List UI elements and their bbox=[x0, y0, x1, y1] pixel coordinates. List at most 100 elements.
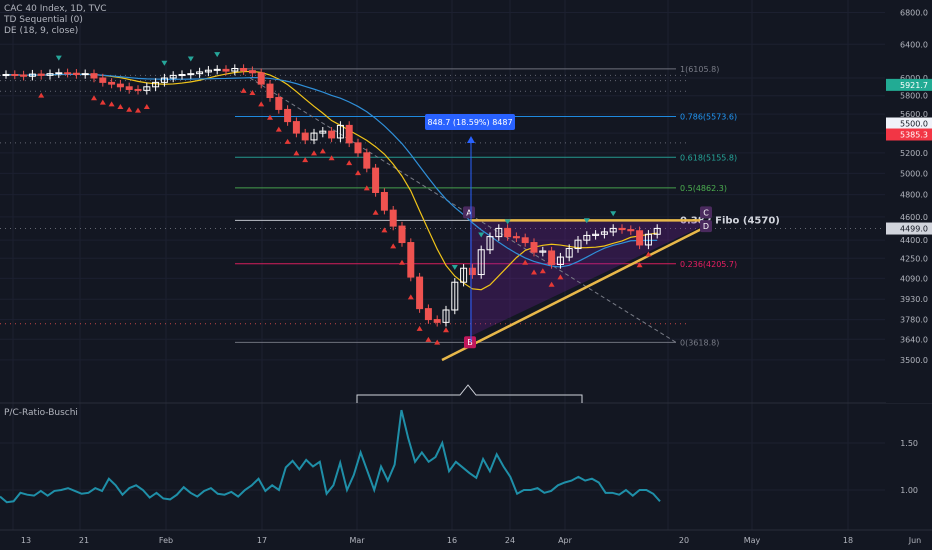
candle bbox=[187, 69, 195, 79]
candle bbox=[169, 71, 177, 83]
candle-body bbox=[134, 88, 142, 91]
candle bbox=[336, 121, 344, 143]
pc-axis-tick: 1.00 bbox=[900, 486, 918, 495]
candle-body bbox=[28, 73, 36, 77]
pc-pane: 1.50 1.00 bbox=[0, 409, 918, 504]
candle-body bbox=[539, 250, 547, 253]
candle-body bbox=[583, 234, 591, 241]
candle bbox=[627, 225, 635, 235]
legend-study-de[interactable]: DE (18, 9, close) bbox=[4, 26, 79, 36]
fib-label: 0.236(4205.7) bbox=[680, 260, 737, 269]
candle bbox=[583, 231, 591, 245]
time-axis-tick: Jun bbox=[908, 536, 922, 545]
candle-body bbox=[548, 250, 556, 265]
candle-body bbox=[55, 72, 63, 75]
legend-symbol[interactable]: CAC 40 Index, 1D, TVC bbox=[4, 4, 107, 14]
candle bbox=[64, 68, 72, 78]
td-buy-arrow bbox=[249, 90, 256, 96]
candle bbox=[20, 70, 28, 81]
td-buy-arrow bbox=[328, 155, 335, 161]
candle bbox=[433, 315, 441, 327]
td-buy-arrow bbox=[108, 101, 115, 107]
td-buy-arrow bbox=[267, 114, 273, 120]
td-buy-arrow bbox=[390, 243, 397, 249]
td-buy-arrow bbox=[434, 339, 441, 345]
price-label-box bbox=[886, 117, 932, 130]
price-axis-bg bbox=[886, 0, 932, 403]
candle bbox=[37, 69, 45, 80]
td-buy-arrow bbox=[126, 106, 133, 112]
candle-body bbox=[653, 227, 661, 235]
candle bbox=[548, 246, 556, 269]
candle bbox=[460, 264, 468, 287]
candle-body bbox=[477, 249, 485, 276]
td-buy-arrow bbox=[240, 87, 247, 93]
time-axis-tick: Apr bbox=[558, 536, 573, 545]
time-axis-tick: 13 bbox=[21, 536, 31, 545]
td-sell-arrow bbox=[610, 211, 617, 217]
pane2-title[interactable]: P/C-Ratio-Buschi bbox=[4, 408, 78, 418]
candle bbox=[398, 221, 406, 247]
candle bbox=[319, 126, 327, 138]
td-buy-arrow bbox=[557, 274, 564, 280]
fib-levels: 1(6105.8) 0.786(5573.6) 0.618(5155.8) 0.5(4… bbox=[235, 65, 780, 347]
measure-label: 848.7 (18.59%) 8487 bbox=[427, 118, 512, 127]
candle-body bbox=[460, 267, 468, 283]
candle-body bbox=[143, 86, 151, 91]
price-axis-tick: 6400.0 bbox=[900, 40, 928, 49]
candle-body bbox=[2, 74, 10, 77]
candle-body bbox=[178, 74, 186, 77]
candle-body bbox=[354, 142, 362, 154]
candle bbox=[592, 230, 600, 240]
rising-support-line bbox=[441, 226, 706, 362]
pattern-point-marker bbox=[700, 206, 712, 219]
time-axis-tick: Mar bbox=[349, 536, 365, 545]
pattern-point-label: B bbox=[467, 338, 473, 347]
candle bbox=[574, 236, 582, 253]
candle bbox=[530, 238, 538, 257]
candle-body bbox=[442, 309, 450, 323]
td-buy-arrow bbox=[355, 170, 361, 176]
candle bbox=[416, 272, 424, 313]
candle-body bbox=[266, 83, 274, 99]
candle bbox=[222, 65, 230, 76]
td-buy-arrow bbox=[135, 107, 141, 113]
td-sell-arrow bbox=[187, 56, 194, 62]
ma-fast-line bbox=[5, 70, 658, 291]
time-axis-tick: May bbox=[744, 536, 761, 545]
td-buy-arrow bbox=[293, 150, 300, 156]
pattern-point-marker bbox=[463, 206, 475, 219]
td-buy-arrow bbox=[548, 281, 555, 287]
price-label: 5500.0 bbox=[900, 119, 928, 128]
candle-body bbox=[152, 81, 160, 88]
candle bbox=[266, 79, 274, 102]
candle bbox=[636, 226, 644, 250]
candle bbox=[380, 188, 388, 215]
candle bbox=[72, 69, 80, 79]
candle-body bbox=[37, 73, 45, 76]
legend-study-td[interactable]: TD Sequential (0) bbox=[4, 15, 83, 25]
price-axis-tick: 4250.0 bbox=[900, 254, 928, 263]
td-buy-arrow bbox=[91, 95, 97, 101]
candle bbox=[486, 232, 494, 254]
candle bbox=[275, 93, 283, 114]
td-buy-arrow bbox=[275, 126, 282, 132]
td-buy-arrow bbox=[539, 268, 546, 274]
td-sell-arrow bbox=[504, 219, 511, 225]
candle-body bbox=[486, 236, 494, 251]
td-sell-arrow bbox=[451, 265, 458, 271]
candle-body bbox=[416, 276, 424, 310]
td-buy-arrow bbox=[531, 269, 537, 275]
price-axis-tick: 6000.0 bbox=[900, 74, 928, 83]
candle-body bbox=[345, 124, 353, 144]
candle-body bbox=[169, 74, 177, 79]
td-buy-arrow bbox=[117, 104, 124, 110]
price-axis-tick: 5200.0 bbox=[900, 149, 928, 158]
price-axis-tick: 6800.0 bbox=[900, 9, 928, 18]
candle bbox=[301, 128, 309, 145]
candle-body bbox=[20, 74, 28, 77]
candle bbox=[196, 67, 204, 78]
td-buy-arrow bbox=[302, 157, 309, 163]
